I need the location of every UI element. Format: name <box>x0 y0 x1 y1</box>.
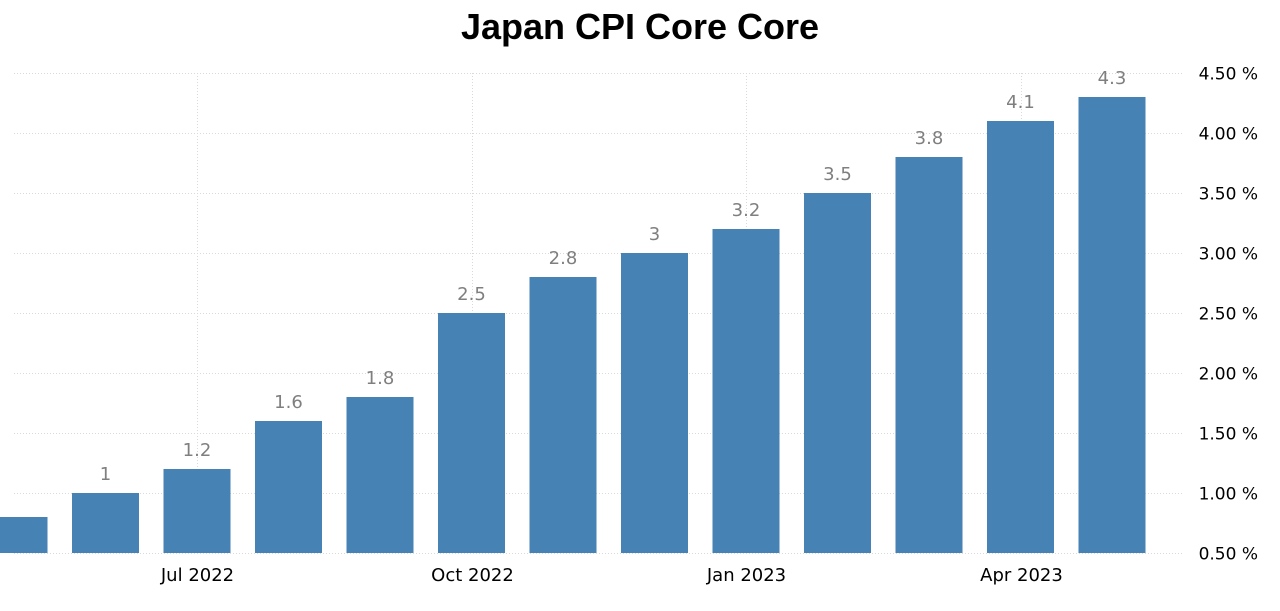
bar <box>346 397 414 553</box>
data-label: 4.1 <box>1006 92 1035 113</box>
data-label: 3.5 <box>823 164 852 185</box>
y-axis: 0.50 % 1.00 % 1.50 % 2.00 % 2.50 % 3.00 % 3.50… <box>1199 65 1258 565</box>
x-axis: Jul 2022 Oct 2022 Jan 2023 Apr 2023 <box>160 565 1063 586</box>
bar <box>163 469 231 553</box>
bars <box>0 97 1146 553</box>
bar <box>255 421 322 553</box>
y-tick-label: 3.00 % <box>1199 245 1258 265</box>
bar <box>621 253 688 553</box>
data-label: 3 <box>649 224 660 245</box>
bar <box>0 517 48 553</box>
data-label: 3.8 <box>915 128 944 149</box>
x-tick-label: Oct 2022 <box>431 565 514 586</box>
y-tick-label: 1.00 % <box>1199 485 1258 505</box>
y-tick-label: 2.50 % <box>1199 305 1258 325</box>
y-tick-label: 1.50 % <box>1199 425 1258 445</box>
y-tick-label: 2.00 % <box>1199 365 1258 385</box>
bar <box>804 193 871 553</box>
data-label: 2.8 <box>549 248 578 269</box>
x-tick-label: Jan 2023 <box>706 565 786 586</box>
y-tick-label: 0.50 % <box>1199 545 1258 565</box>
bar <box>895 157 963 553</box>
data-label: 1.2 <box>183 440 212 461</box>
y-tick-label: 4.00 % <box>1199 125 1258 145</box>
data-label: 1 <box>100 464 111 485</box>
data-label: 1.8 <box>366 368 395 389</box>
data-label: 2.5 <box>457 284 486 305</box>
x-tick-label: Apr 2023 <box>980 565 1063 586</box>
bar <box>1078 97 1146 553</box>
chart-title: Japan CPI Core Core <box>460 6 820 47</box>
bar <box>72 493 139 553</box>
bar <box>712 229 780 553</box>
data-label: 3.2 <box>732 200 761 221</box>
data-label: 4.3 <box>1098 68 1127 89</box>
data-label: 1.6 <box>274 392 303 413</box>
bar <box>529 277 597 553</box>
bar <box>987 121 1054 553</box>
bar <box>438 313 505 553</box>
y-tick-label: 3.50 % <box>1199 185 1258 205</box>
data-labels: 1 1.2 1.6 1.8 2.5 2.8 3 3.2 3.5 3.8 4.1 4.3 <box>100 68 1127 485</box>
y-tick-label: 4.50 % <box>1199 65 1258 85</box>
x-tick-label: Jul 2022 <box>160 565 234 586</box>
